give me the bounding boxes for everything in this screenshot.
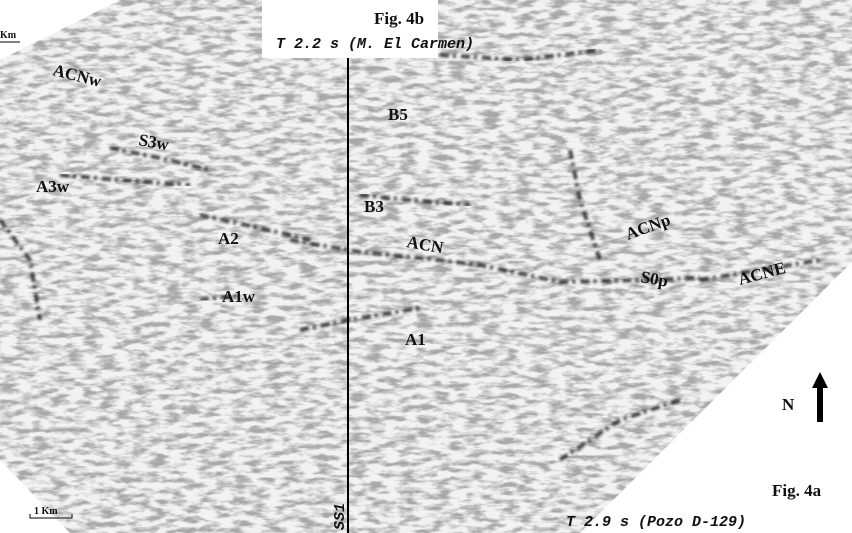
figure-label: Fig. 4b [374, 9, 424, 28]
scale-label: Km [0, 30, 17, 41]
figure-caption: T 2.2 s (M. El Carmen) [276, 36, 474, 53]
horizon-label: B5 [388, 105, 408, 124]
horizon-label: A2 [218, 229, 239, 248]
figure-caption: T 2.9 s (Pozo D-129) [566, 514, 746, 531]
scale-label: 1 Km [34, 506, 58, 517]
horizon-label: A3w [36, 177, 70, 196]
seismic-figure: Fig. 4b T 2.2 s (M. El Carmen) Km Fig. 4… [0, 0, 852, 533]
horizon-label: B3 [364, 197, 384, 216]
horizon-label: A1w [222, 287, 256, 306]
north-label: N [782, 395, 795, 414]
figure-label: Fig. 4a [772, 481, 822, 500]
line-label: SS1 [332, 503, 349, 530]
horizon-label: A1 [405, 330, 426, 349]
